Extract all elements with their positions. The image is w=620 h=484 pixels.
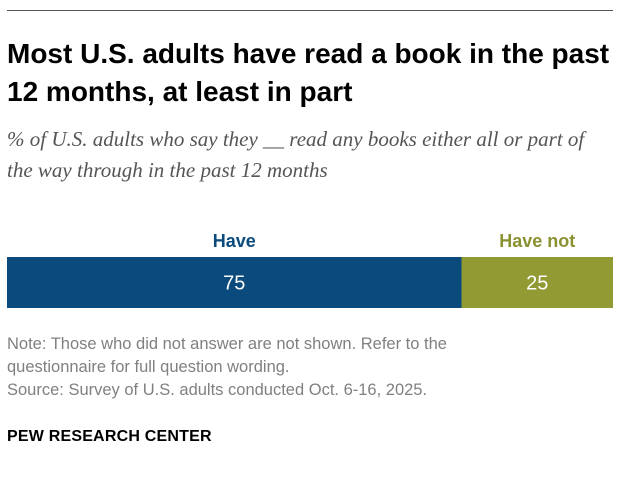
data-label-have-not: 25	[526, 273, 548, 295]
note-line-1: Note: Those who did not answer are not s…	[7, 335, 447, 353]
series-label-have-not: Have not	[499, 231, 575, 251]
bar-segment-have	[7, 257, 462, 308]
chart-subtitle: % of U.S. adults who say they __ read an…	[7, 127, 585, 182]
chart-title: Most U.S. adults have read a book in the…	[7, 38, 610, 107]
data-label-have: 75	[223, 273, 245, 295]
bar-segment-have-not	[461, 257, 613, 308]
chart-note: Note: Those who did not answer are not s…	[7, 333, 613, 402]
series-label-have: Have	[213, 231, 256, 251]
note-line-2: questionnaire for full question wording.	[7, 358, 290, 376]
footer-brand: PEW RESEARCH CENTER	[7, 428, 212, 445]
stacked-bar-chart: 75 Have 25 Have not	[0, 222, 620, 322]
top-rule	[7, 10, 613, 11]
source-line: Source: Survey of U.S. adults conducted …	[7, 381, 428, 399]
chart-svg: 75 Have 25 Have not	[7, 231, 613, 308]
